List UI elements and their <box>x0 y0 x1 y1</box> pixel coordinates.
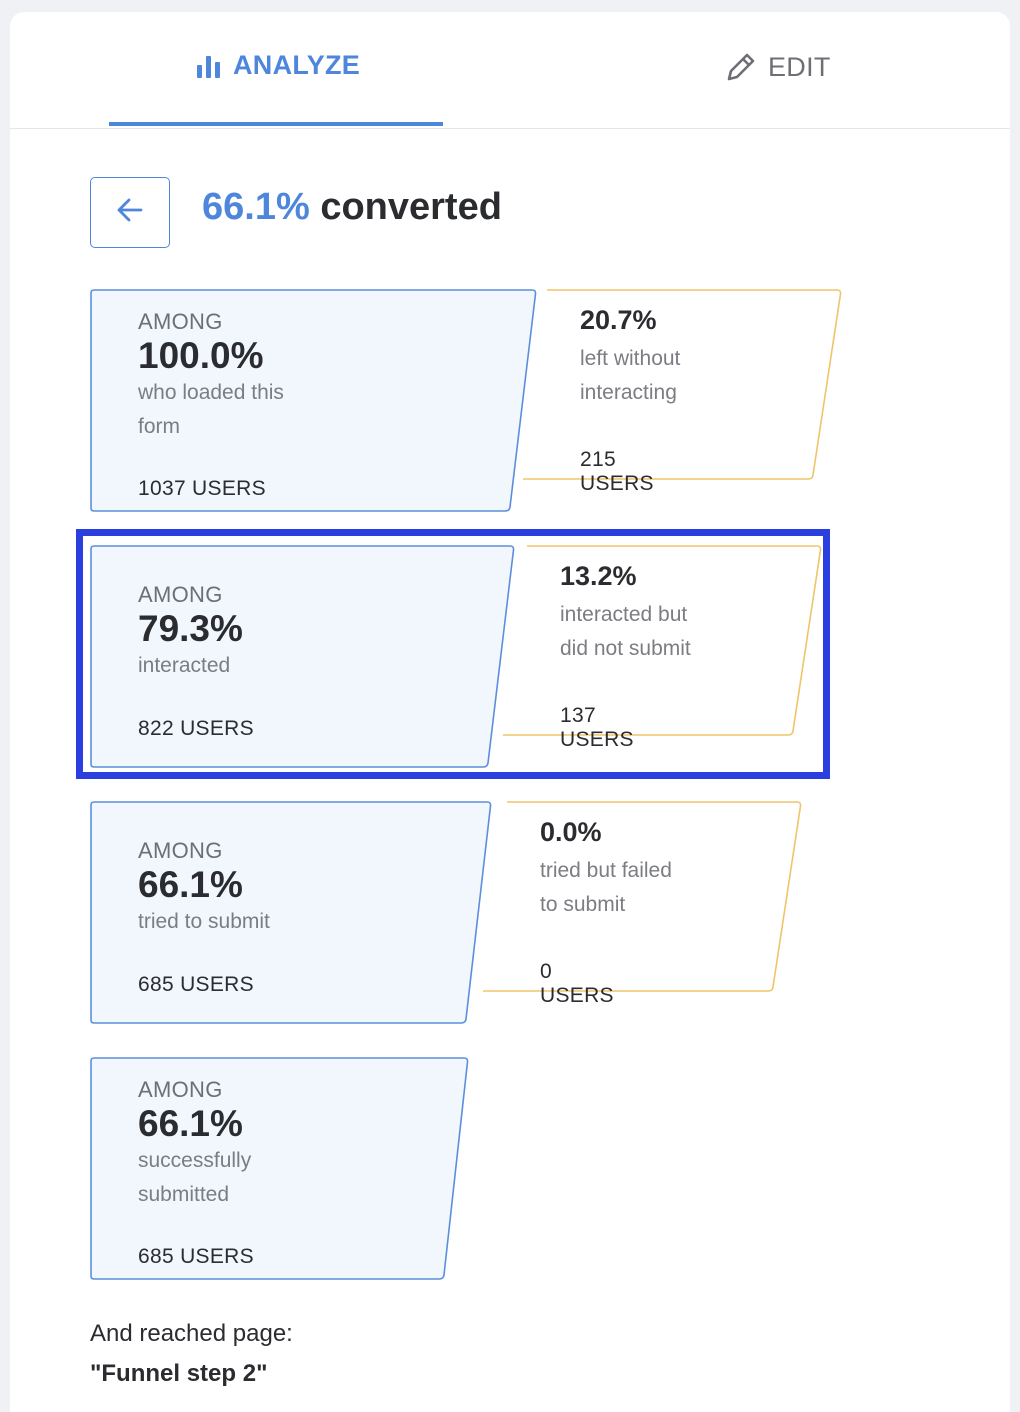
tab-edit[interactable]: EDIT <box>724 50 831 84</box>
among-users: 685 USERS <box>138 973 254 996</box>
dropoff-users: 137 USERS <box>560 704 634 751</box>
among-label: AMONG <box>138 1077 223 1102</box>
conversion-percentage: 66.1% <box>202 186 310 228</box>
dropoff-description-line-2: interacting <box>580 381 677 404</box>
dropoff-description: interacted but <box>560 603 688 626</box>
among-description: interacted <box>138 654 231 677</box>
dropoff-description-line-2: did not submit <box>560 637 691 660</box>
bar-chart-icon <box>195 52 223 80</box>
back-button[interactable] <box>90 177 170 248</box>
funnel-step-2: AMONG 79.3% interacted 822 USERS 13.2% i… <box>90 545 822 769</box>
among-description: successfully <box>138 1149 252 1172</box>
among-users: 685 USERS <box>138 1245 254 1268</box>
reached-page-label: And reached page: <box>90 1320 293 1347</box>
among-percentage: 79.3% <box>138 608 243 649</box>
dropoff-description: left without <box>580 347 681 370</box>
dropoff-percentage: 13.2% <box>560 561 637 591</box>
funnel-step-4: AMONG 66.1% successfully submitted 685 U… <box>90 1057 480 1281</box>
among-percentage: 100.0% <box>138 335 264 376</box>
dropoff-description: tried but failed <box>540 859 672 882</box>
dropoff-percentage: 20.7% <box>580 305 657 335</box>
among-label: AMONG <box>138 309 223 334</box>
among-description: who loaded this <box>138 381 284 404</box>
dropoff-users: 0 USERS <box>540 960 614 1007</box>
analytics-panel: ANALYZE EDIT 66.1% converted <box>10 12 1010 1412</box>
among-percentage: 66.1% <box>138 1103 243 1144</box>
pencil-icon <box>724 50 758 84</box>
conversion-headline: 66.1% converted <box>202 186 502 229</box>
arrow-left-icon <box>115 195 145 230</box>
tab-analyze[interactable]: ANALYZE <box>195 50 360 81</box>
conversion-label: converted <box>320 186 502 228</box>
reached-page-name: "Funnel step 2" <box>90 1360 268 1387</box>
among-label: AMONG <box>138 838 223 863</box>
among-users: 822 USERS <box>138 717 254 740</box>
tab-analyze-label: ANALYZE <box>233 50 361 80</box>
tab-edit-label: EDIT <box>768 51 831 82</box>
reached-page-info: And reached page: "Funnel step 2" <box>90 1314 293 1394</box>
among-description: tried to submit <box>138 910 270 933</box>
funnel-step-1: AMONG 100.0% who loaded this form 1037 U… <box>90 289 842 513</box>
active-tab-indicator <box>109 122 443 126</box>
among-description-line-2: form <box>138 415 180 438</box>
among-users: 1037 USERS <box>138 477 266 500</box>
dropoff-percentage: 0.0% <box>540 817 602 847</box>
tab-bar: ANALYZE EDIT <box>10 12 1010 129</box>
among-percentage: 66.1% <box>138 864 243 905</box>
funnel-step-3: AMONG 66.1% tried to submit 685 USERS 0.… <box>90 801 802 1025</box>
among-label: AMONG <box>138 582 223 607</box>
dropoff-users: 215 USERS <box>580 448 654 495</box>
among-description-line-2: submitted <box>138 1183 230 1206</box>
dropoff-description-line-2: to submit <box>540 893 626 916</box>
